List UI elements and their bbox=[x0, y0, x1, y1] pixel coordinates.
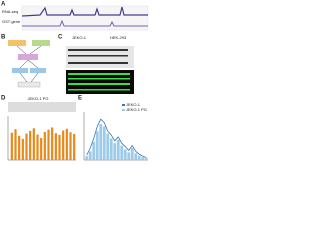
node bbox=[17, 81, 41, 88]
coverage-track bbox=[21, 6, 148, 17]
bar bbox=[92, 141, 96, 160]
bar bbox=[18, 135, 21, 160]
panel-label: E bbox=[78, 96, 82, 102]
node bbox=[30, 68, 46, 73]
bar bbox=[85, 156, 89, 160]
bar bbox=[43, 131, 46, 160]
legend-swatch bbox=[122, 109, 125, 111]
panel-label: C bbox=[58, 35, 63, 41]
bar bbox=[137, 155, 141, 160]
bar bbox=[21, 138, 24, 160]
bar bbox=[65, 128, 68, 160]
bar bbox=[73, 134, 76, 160]
node bbox=[12, 68, 28, 73]
coverage-track bbox=[22, 19, 148, 27]
chart-title: JEKO-1 PG bbox=[28, 96, 49, 101]
bar bbox=[130, 148, 134, 160]
panel-label: D bbox=[1, 96, 6, 102]
bar bbox=[144, 158, 148, 160]
bar bbox=[134, 153, 138, 160]
bar bbox=[40, 138, 43, 160]
track-label: GST-gene bbox=[2, 19, 21, 24]
track-label: RNA-seq bbox=[2, 9, 18, 14]
bar bbox=[127, 152, 131, 160]
bar bbox=[116, 139, 120, 160]
bar bbox=[120, 145, 124, 160]
bar bbox=[36, 134, 39, 160]
node bbox=[18, 54, 38, 60]
legend-swatch bbox=[122, 104, 125, 106]
bar bbox=[58, 134, 61, 160]
legend-label: JEKO-1 bbox=[126, 102, 141, 107]
fluor-bands bbox=[68, 73, 130, 91]
figure: A RNA-seq GST-gene B C JEKO-1 HEK-293 D … bbox=[1, 2, 149, 161]
bar bbox=[113, 143, 117, 160]
bar bbox=[88, 151, 92, 160]
node bbox=[32, 40, 50, 46]
line bbox=[86, 118, 147, 158]
bar bbox=[99, 124, 103, 160]
bar bbox=[51, 127, 54, 160]
bar bbox=[10, 132, 13, 160]
blot bbox=[8, 102, 76, 112]
bar bbox=[62, 130, 65, 160]
bar bbox=[29, 130, 32, 160]
legend-label: JEKO-1 PG bbox=[126, 107, 147, 112]
bar bbox=[141, 157, 145, 160]
bar bbox=[32, 128, 35, 160]
bar bbox=[47, 129, 50, 160]
bar bbox=[106, 133, 110, 160]
lane-label: HEK-293 bbox=[110, 35, 127, 40]
bar bbox=[95, 131, 99, 160]
node bbox=[8, 40, 26, 46]
bar bbox=[25, 133, 28, 160]
bar bbox=[14, 129, 17, 160]
bands bbox=[68, 49, 128, 64]
bar bbox=[69, 132, 72, 160]
bar bbox=[54, 133, 57, 160]
arrows bbox=[16, 45, 42, 83]
panel-label: B bbox=[1, 35, 6, 41]
lane-label: JEKO-1 bbox=[72, 35, 87, 40]
panel-label: A bbox=[1, 2, 6, 8]
bar bbox=[109, 138, 113, 160]
bar bbox=[123, 149, 127, 160]
bar bbox=[102, 126, 106, 160]
